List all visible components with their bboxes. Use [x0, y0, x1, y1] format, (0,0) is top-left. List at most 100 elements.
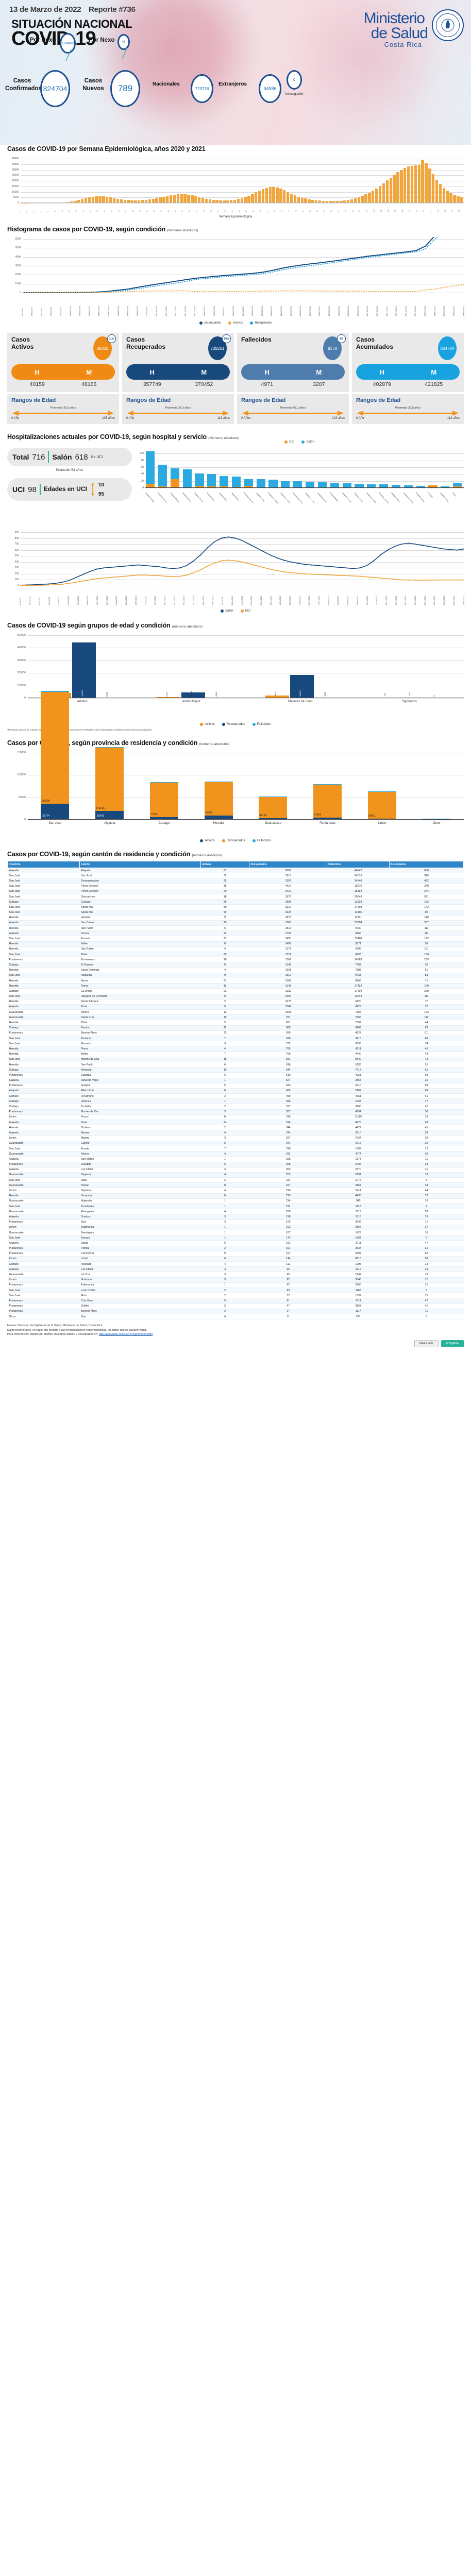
table-row[interactable]: Puntarenas Talamanca 1 92 3366 31 — [7, 1282, 464, 1289]
table-row[interactable]: San José Pérez Zeledón 35 4416 15270 240 — [7, 884, 464, 889]
table-row[interactable]: Heredia Orotina 2 344 4427 41 — [7, 1125, 464, 1131]
table-row[interactable]: Cartago Alvarado 10 644 7413 61 — [7, 1067, 464, 1073]
table-row[interactable]: Limón Guácimo 5 92 3046 71 — [7, 1277, 464, 1283]
table-row[interactable]: Puntarenas Buenos Aires 2 27 1117 11 — [7, 1309, 464, 1314]
table-row[interactable]: Alajuela San Carlos 28 1868 27994 337 — [7, 920, 464, 926]
table-row[interactable]: San José Desamparados 55 3197 54640 432 — [7, 878, 464, 884]
table-row[interactable]: San José Montes de Oca 18 681 8149 73 — [7, 1057, 464, 1062]
table-row[interactable]: Heredia Barva 21 1268 8203 71 — [7, 978, 464, 984]
table-row[interactable]: Cartago Cartago 56 2998 12129 182 — [7, 899, 464, 905]
table-row[interactable]: Limón Siquirres 4 219 5411 44 — [7, 1188, 464, 1194]
table-row[interactable]: Alajuela Guatuso 3 198 1616 19 — [7, 1214, 464, 1220]
table-row[interactable]: San José Pérez Zeledón 20 3416 15194 244 — [7, 889, 464, 894]
table-row[interactable]: Guanacaste Hojancha 1 214 943 10 — [7, 1198, 464, 1205]
table-row[interactable]: Puntarenas Osa 3 192 3046 71 — [7, 1219, 464, 1225]
table-row[interactable]: Cartago Turrialba 2 377 3560 47 — [7, 1104, 464, 1110]
table-row[interactable]: San José Tibás 60 1374 8493 130 — [7, 952, 464, 958]
canton-cell: 4710 — [327, 1083, 390, 1089]
table-row[interactable]: Heredia Belén 8 1409 5671 56 — [7, 941, 464, 947]
table-row[interactable]: Limón Matina 3 327 2734 29 — [7, 1136, 464, 1141]
table-row[interactable]: San José Moravia 9 772 9833 74 — [7, 1041, 464, 1047]
table-row[interactable]: Puntarenas Coto Brus 9 61 3711 47 — [7, 1298, 464, 1304]
uci-pill: UCI 98 Edades en UCI 10 95 — [7, 478, 132, 501]
canton-cell: 1707 — [327, 1146, 390, 1152]
table-row[interactable]: Alajuela Valverde Vega 1 527 2867 25 — [7, 1078, 464, 1083]
table-row[interactable]: Guanacaste Nicoya 4 311 4774 36 — [7, 1151, 464, 1157]
canton-cell: Cartago — [79, 899, 201, 905]
table-row[interactable]: Guanacaste Tilarán 8 227 3167 34 — [7, 1182, 464, 1189]
table-row[interactable]: San José Tarrazú 1 174 1597 6 — [7, 1235, 464, 1241]
table-row[interactable]: Cartago Jiménez 1 396 1333 17 — [7, 1098, 464, 1105]
card-top: Casos Acumulados 824704 — [356, 336, 460, 360]
table-row[interactable]: San José Vazquez de Coronado 8 1087 11044 111 — [7, 994, 464, 999]
table-row[interactable]: Puntarenas Montes de Oro 3 357 4794 36 — [7, 1109, 464, 1115]
table-row[interactable]: Cartago Oreamuno 2 459 4051 61 — [7, 1093, 464, 1099]
table-row[interactable]: Guanacaste Nicoya 13 1031 7165 163 — [7, 1009, 464, 1015]
table-row[interactable]: San José Santa Ana 59 3216 17403 143 — [7, 904, 464, 910]
table-row[interactable]: Alajuela Alfaro Ruiz 6 495 5167 69 — [7, 1088, 464, 1094]
table-row[interactable]: Heredia San Pablo 6 616 5133 51 — [7, 1062, 464, 1068]
table-row[interactable]: San José Santa Ana 59 3123 11586 90 — [7, 910, 464, 916]
table-row[interactable]: Guanacaste Nandayure 1 187 1429 16 — [7, 1230, 464, 1236]
table-row[interactable]: Otros Otro 4 11 971 3 — [7, 1314, 464, 1320]
table-row[interactable]: Heredia Santa Bárbara 2 1073 6120 77 — [7, 999, 464, 1005]
table-row[interactable]: Heredia Flores 4 755 4311 45 — [7, 1046, 464, 1052]
table-row[interactable]: San José León Cortés 2 83 1168 7 — [7, 1287, 464, 1294]
table-row[interactable]: San José Turrubares 1 211 1110 7 — [7, 1204, 464, 1210]
table-row[interactable]: Limón Talamanca 1 192 2566 27 — [7, 1225, 464, 1230]
table-row[interactable]: San José Escazú 27 1455 11490 142 — [7, 936, 464, 942]
table-row[interactable]: Guanacaste Santa Cruz 19 971 7666 112 — [7, 1014, 464, 1021]
table-row[interactable]: San José San José 72 7916 64516 919 — [7, 873, 464, 879]
table-row[interactable]: Heredia San Rafael 4 1371 9709 131 — [7, 946, 464, 953]
table-row[interactable]: Alajuela Grecia 22 1728 9966 111 — [7, 930, 464, 937]
canton-cell: 144 — [249, 1256, 327, 1262]
table-row[interactable]: Heredia Flores 11 1243 17422 169 — [7, 983, 464, 989]
table-row[interactable]: Guanacaste La Cruz 3 95 1642 19 — [7, 1272, 464, 1278]
table-row[interactable]: Alajuela Upala 6 162 3711 47 — [7, 1240, 464, 1246]
table-row[interactable]: Alajuela Poás 24 314 8476 43 — [7, 1120, 464, 1126]
table-row[interactable]: Alajuela San Mateo 1 298 1373 11 — [7, 1156, 464, 1162]
table-row[interactable]: Puntarenas Puntarenas 26 1369 14263 239 — [7, 957, 464, 963]
table-row[interactable]: Heredia Sarapiquí 6 219 4433 32 — [7, 1193, 464, 1199]
table-row[interactable]: Cartago Paraíso 11 988 8149 83 — [7, 1025, 464, 1031]
table-row[interactable]: Limón Limón 6 144 8515 56 — [7, 1256, 464, 1262]
table-row[interactable]: Puntarenas Quepos 5 523 4710 53 — [7, 1083, 464, 1089]
table-row[interactable]: Alajuela Los Chiles 3 253 2670 41 — [7, 1167, 464, 1173]
table-row[interactable]: Puntarenas Buenos Aires 22 939 4527 101 — [7, 1030, 464, 1037]
canton-table[interactable]: Provincia Cantón Activos Recuperados Falleci… — [7, 861, 464, 1320]
bar-value-recuperados: 59871 — [368, 814, 376, 818]
table-row[interactable]: Cartago La Unión 23 1239 17404 229 — [7, 988, 464, 994]
footer-link[interactable]: http://geovision.uned.ac.cr/oges/index.h… — [98, 1333, 153, 1336]
table-row[interactable]: Guanacaste Abangares 4 206 2119 28 — [7, 1209, 464, 1215]
table-row[interactable]: Puntarenas Parrita 2 161 2534 31 — [7, 1246, 464, 1251]
table-row[interactable]: Guanacaste Carrillo 5 341 3716 32 — [7, 1141, 464, 1146]
table-row[interactable]: San José Goicoechea 18 1879 20043 591 — [7, 894, 464, 900]
table-row[interactable]: San José Acosta 7 316 1707 12 — [7, 1146, 464, 1152]
table-row[interactable]: Heredia San Pablo 6 1813 9430 111 — [7, 925, 464, 931]
table-row[interactable]: Puntarenas Esparza 6 619 4051 68 — [7, 1072, 464, 1078]
table-row[interactable]: Puntarenas Corredores 9 157 3297 62 — [7, 1251, 464, 1257]
table-row[interactable]: San José Purisical 7 916 3916 66 — [7, 1036, 464, 1042]
table-row[interactable]: Alajuela Poás 6 1049 4929 37 — [7, 1004, 464, 1010]
table-row[interactable]: Alajuela Los Chiles 4 96 3116 24 — [7, 1266, 464, 1273]
x-tick-label: 95 — [351, 210, 354, 212]
table-row[interactable]: Heredia Belén 7 759 4440 43 — [7, 1052, 464, 1057]
table-row[interactable]: Puntarenas Garabito 6 295 3736 23 — [7, 1162, 464, 1167]
canton-table-body[interactable]: Alajuela Alajuela 87 8007 44947 606 San José Sa… — [7, 868, 464, 1320]
table-row[interactable]: Limón Pococí 14 316 11119 19 — [7, 1114, 464, 1121]
table-row[interactable]: San José Alajuelita 9 1319 9433 83 — [7, 973, 464, 978]
table-row[interactable]: Guanacaste Bagaces 4 253 2134 18 — [7, 1172, 464, 1178]
ideas-with-button[interactable]: Ideas with — [414, 1340, 439, 1347]
table-row[interactable]: Heredia Heredia 9 1873 11931 110 — [7, 915, 464, 921]
table-row[interactable]: Puntarenas Golfito 3 47 3157 41 — [7, 1303, 464, 1309]
canton-column-header: Activos — [200, 861, 250, 868]
table-row[interactable]: Cartago Alvarado 4 112 1995 13 — [7, 1261, 464, 1267]
amigable-button[interactable]: amigable — [441, 1340, 464, 1347]
table-row[interactable]: Alajuela Alajuela 87 8007 44947 606 — [7, 868, 464, 874]
table-row[interactable]: San José Dota 3 231 1076 5 — [7, 1177, 464, 1183]
table-row[interactable]: Heredia Tibás 5 961 7302 44 — [7, 1020, 464, 1026]
table-row[interactable]: Cartago El Guarco 8 1349 7707 35 — [7, 962, 464, 968]
table-row[interactable]: San José Mora 2 72 1737 15 — [7, 1293, 464, 1299]
table-row[interactable]: Heredia Santo Domingo 4 1331 7888 91 — [7, 968, 464, 973]
table-row[interactable]: Alajuela Atenas 4 374 3016 28 — [7, 1130, 464, 1136]
